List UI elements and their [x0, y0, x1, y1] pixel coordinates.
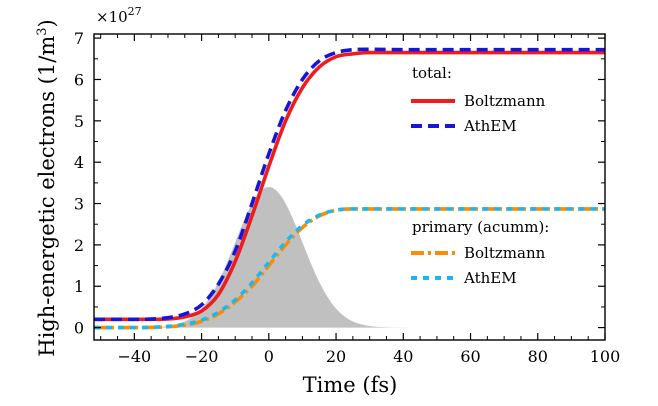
- x-tick-label: 20: [326, 347, 346, 366]
- y-tick-label: 5: [74, 112, 84, 131]
- x-tick-label: 0: [264, 347, 274, 366]
- y-multiplier: ×1027: [96, 5, 142, 26]
- x-tick-label: 40: [393, 347, 413, 366]
- y-multiplier-exponent: 27: [128, 5, 142, 18]
- y-axis-label: High-energetic electrons (1/m3): [35, 19, 59, 356]
- y-axis-label-suffix: ): [35, 19, 59, 27]
- y-tick-label: 3: [74, 195, 84, 214]
- y-tick-label: 7: [74, 29, 84, 48]
- y-multiplier-base: ×10: [96, 8, 128, 26]
- series-line-total-athem: [94, 47, 605, 322]
- series-layer: [94, 47, 605, 330]
- legend-primary-boltzmann-label: Boltzmann: [464, 244, 546, 262]
- y-tick-label: 6: [74, 70, 84, 89]
- x-tick-label: −20: [185, 347, 219, 366]
- legend-primary-title: primary (acumm):: [412, 218, 549, 236]
- y-tick-label: 4: [74, 153, 84, 172]
- legend-total-boltzmann-label: Boltzmann: [464, 92, 546, 110]
- plot-frame: [93, 33, 606, 341]
- y-tick-label: 0: [74, 319, 84, 338]
- legend-total: total: Boltzmann AthEM: [411, 64, 546, 135]
- series-line-total-boltzmann: [94, 50, 605, 322]
- legend-total-title: total:: [412, 64, 452, 82]
- y-axis-label-exponent: 3: [35, 27, 50, 35]
- series-line-primary-athem: [94, 207, 605, 330]
- x-tick-label: 60: [460, 347, 480, 366]
- x-tick-label: −40: [117, 347, 151, 366]
- plot-background: [94, 34, 605, 340]
- y-tick-label: 2: [74, 236, 84, 255]
- legend-primary: primary (acumm): Boltzmann AthEM: [411, 218, 549, 287]
- x-tick-label: 80: [528, 347, 548, 366]
- y-tick-label: 1: [74, 277, 84, 296]
- ticks-layer: −40 −20 0 20 40 60 80 100 0 1 2 3 4 5 6 7: [74, 29, 620, 366]
- x-tick-label: 100: [590, 347, 621, 366]
- y-axis-label-main: High-energetic electrons (1/m: [35, 36, 59, 357]
- x-axis-label: Time (fs): [303, 373, 398, 397]
- legend-primary-athem-label: AthEM: [463, 269, 517, 287]
- legend-total-athem-label: AthEM: [463, 117, 517, 135]
